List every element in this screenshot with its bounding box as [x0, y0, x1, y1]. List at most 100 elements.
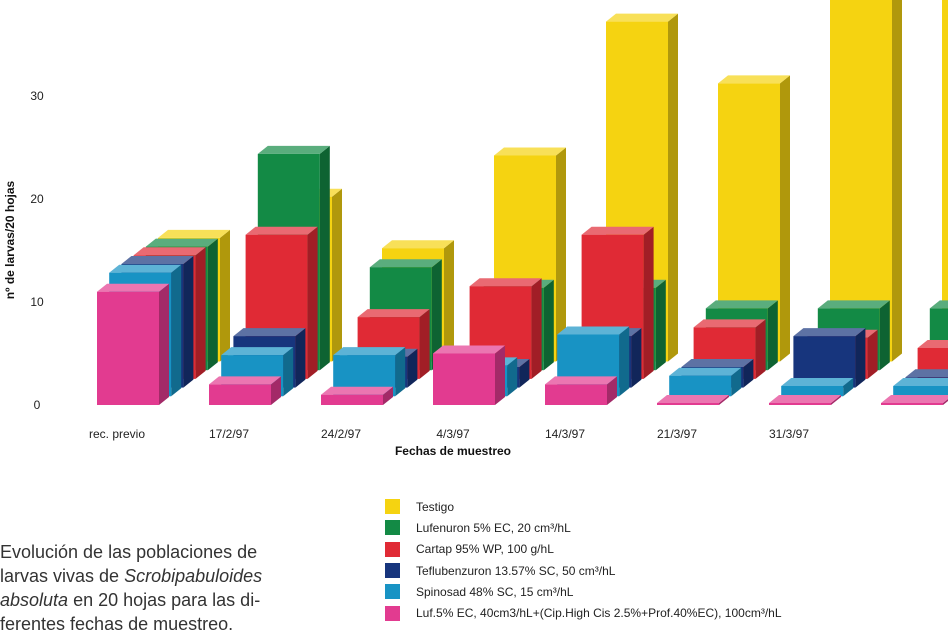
bar-top: [669, 367, 742, 376]
bar-top: [97, 283, 169, 292]
bar-side: [767, 300, 778, 371]
bar-side: [220, 229, 230, 362]
bar-top: [557, 326, 630, 335]
bar-top: [693, 319, 766, 328]
bar-side: [195, 247, 206, 379]
bar-side: [271, 376, 281, 405]
bar-top: [433, 345, 505, 354]
bar-top: [718, 75, 790, 84]
bar-side: [631, 328, 642, 388]
bar-side: [743, 359, 754, 388]
bar-side: [867, 329, 878, 379]
legend-swatch: [385, 499, 400, 515]
bar-top: [545, 376, 617, 385]
bar-top: [245, 226, 318, 235]
bar-side: [171, 264, 182, 397]
bar-top: [793, 328, 866, 337]
y-tick-label: 10: [30, 295, 44, 309]
legend-item: Lufenuron 5% EC, 20 cm³/hL: [385, 517, 945, 538]
bar-side: [668, 13, 678, 362]
caption-line-1: Evolución de las poblaciones de: [0, 540, 340, 564]
caption-species-genus: Scrobipabuloides: [124, 566, 263, 586]
bar-side: [556, 147, 566, 362]
bar-side: [444, 240, 454, 362]
x-tick-label: 17/2/97: [209, 427, 249, 441]
bar-front: [893, 386, 948, 397]
bar-side: [507, 357, 518, 397]
bar-5-6: [769, 395, 841, 405]
bar-top: [133, 247, 206, 256]
bar-side: [495, 345, 505, 405]
caption-line-4: ferentes fechas de muestreo.: [0, 612, 340, 636]
bar-5-2: [321, 386, 393, 405]
bar-side: [383, 386, 393, 405]
bar-top: [209, 376, 281, 385]
x-tick-label: 31/3/97: [769, 427, 809, 441]
bar-top: [158, 229, 230, 238]
legend-swatch: [385, 520, 400, 536]
bar-top: [817, 300, 890, 309]
legend-label: Testigo: [416, 499, 455, 514]
caption-line-2: larvas vivas de Scrobipabuloides: [0, 564, 340, 588]
legend-swatch: [385, 584, 400, 600]
bar-side: [607, 376, 617, 405]
bar-front: [209, 384, 271, 405]
y-axis-ticks: 0 10 20 30: [30, 89, 44, 412]
bar-side: [159, 283, 169, 405]
bar-top: [494, 147, 566, 156]
bars-layer: [97, 0, 948, 405]
x-tick-label: rec. previo: [89, 427, 145, 441]
bar-side: [519, 359, 530, 388]
bar-front: [769, 403, 831, 405]
bar-top: [233, 328, 306, 337]
bar-side: [295, 328, 306, 388]
caption-species-epithet: absoluta: [0, 590, 69, 610]
caption-text-2a: larvas vivas de: [0, 566, 125, 586]
legend-swatch: [385, 563, 400, 579]
bar-4-7: [893, 378, 948, 397]
figure-caption: Evolución de las poblaciones de larvas v…: [0, 540, 340, 636]
bar-side: [283, 347, 294, 397]
caption-text-1: Evolución de las poblaciones de: [0, 542, 258, 562]
bar-side: [719, 395, 729, 405]
bar-front: [881, 403, 943, 405]
bar-side: [843, 378, 854, 397]
bar-5-4: [545, 376, 617, 405]
legend-label: Teflubenzuron 13.57% SC, 50 cm³/hL: [416, 563, 616, 578]
legend-item: Teflubenzuron 13.57% SC, 50 cm³/hL: [385, 560, 945, 581]
bar-side: [892, 0, 902, 362]
bar-top: [333, 347, 406, 356]
x-tick-label: 14/3/97: [545, 427, 585, 441]
bar-front: [321, 394, 383, 405]
bar-top: [121, 256, 194, 264]
bar-0-7: [942, 0, 948, 362]
bar-side: [332, 188, 342, 362]
bar-side: [419, 309, 430, 379]
caption-text-3b: en 20 hojas para las di-: [68, 590, 261, 610]
bar-side: [780, 75, 790, 362]
x-tick-label: 21/3/97: [657, 427, 697, 441]
legend-label: Spinosad 48% SC, 15 cm³/hL: [416, 584, 574, 599]
bar-3-6: [793, 328, 866, 388]
legend-item: Testigo: [385, 496, 945, 517]
bar-top: [581, 226, 654, 235]
bar-4-6: [781, 378, 854, 397]
bar-side: [407, 348, 418, 388]
bar-side: [395, 347, 406, 397]
x-axis-title: Fechas de muestreo: [395, 444, 511, 458]
bar-5-3: [433, 345, 505, 405]
bar-top: [781, 378, 854, 386]
bar-5-5: [657, 395, 729, 405]
y-axis-title: nº de larvas/20 hojas: [3, 180, 17, 299]
bar-side: [879, 300, 890, 371]
legend-label: Cartap 95% WP, 100 g/hL: [416, 542, 554, 557]
legend-label: Luf.5% EC, 40cm3/hL+(Cip.High Cis 2.5%+P…: [416, 606, 782, 621]
x-tick-label: 4/3/97: [436, 427, 470, 441]
bar-top: [469, 278, 542, 287]
bar-side: [431, 259, 442, 371]
bar-top: [369, 259, 442, 268]
bar-top: [881, 395, 948, 403]
bar-top: [917, 340, 948, 348]
bar-5-1: [209, 376, 281, 405]
bar-side: [943, 399, 948, 405]
